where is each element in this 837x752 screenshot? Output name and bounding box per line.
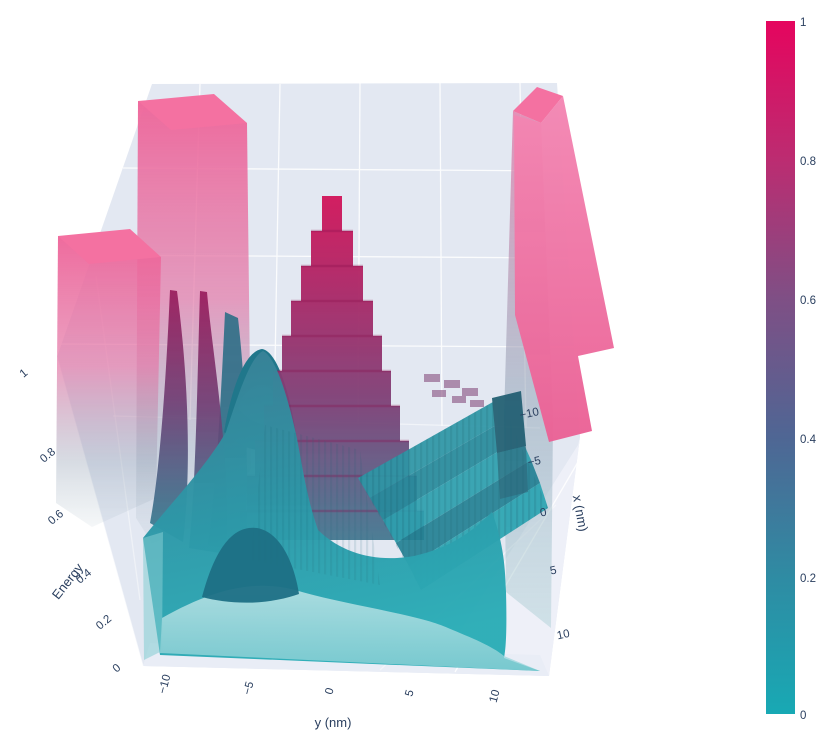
checker-step bbox=[452, 396, 466, 403]
wall-left-front-body bbox=[56, 236, 161, 527]
y-tick-label: −10 bbox=[157, 673, 174, 695]
front-bump bbox=[202, 527, 299, 603]
checker-step bbox=[444, 380, 460, 388]
colorbar-gradient bbox=[766, 21, 795, 714]
wall-right-bright-face bbox=[514, 96, 614, 442]
y-tick-label: 10 bbox=[488, 688, 503, 703]
colorbar-tick-label: 1 bbox=[800, 17, 806, 29]
grid-line bbox=[439, 82, 443, 427]
surface-left-face bbox=[143, 532, 163, 660]
colorbar-tick-label: 0.6 bbox=[800, 295, 816, 307]
scene-3d[interactable] bbox=[56, 82, 614, 676]
y-axis-title: y (nm) bbox=[315, 715, 352, 730]
colorbar-tick-label: 0 bbox=[800, 710, 806, 722]
x-tick-label: 5 bbox=[549, 565, 558, 578]
x-tick-label: −5 bbox=[527, 455, 542, 469]
wall-left-front-top bbox=[58, 229, 161, 264]
terrace-stripes bbox=[358, 398, 548, 590]
checker-steps bbox=[424, 374, 484, 407]
x-tick-label: 10 bbox=[556, 628, 571, 642]
wall-left-back-top bbox=[138, 94, 247, 130]
checker-step bbox=[470, 400, 484, 407]
colorbar: 1 0.8 0.6 0.4 0.2 0 bbox=[766, 17, 817, 722]
wall-right-top bbox=[513, 87, 563, 123]
checker-step bbox=[462, 388, 478, 396]
colorbar-tick-label: 0.8 bbox=[800, 156, 816, 168]
surface-front-face bbox=[160, 585, 540, 671]
y-tick-label: 5 bbox=[403, 689, 416, 698]
y-tick-label: 0 bbox=[323, 687, 336, 696]
colorbar-tick-label: 0.2 bbox=[800, 573, 816, 585]
checker-step bbox=[432, 390, 446, 397]
x-axis-title: x (nm) bbox=[570, 494, 591, 533]
x-tick-label: −10 bbox=[519, 406, 541, 422]
ridge-spike-left bbox=[150, 290, 188, 542]
checker-step bbox=[424, 374, 440, 382]
colorbar-tick-label: 0.4 bbox=[800, 434, 817, 446]
y-tick-label: −5 bbox=[242, 680, 257, 696]
x-tick-label: 0 bbox=[539, 507, 548, 520]
dome-stripes bbox=[250, 425, 380, 585]
